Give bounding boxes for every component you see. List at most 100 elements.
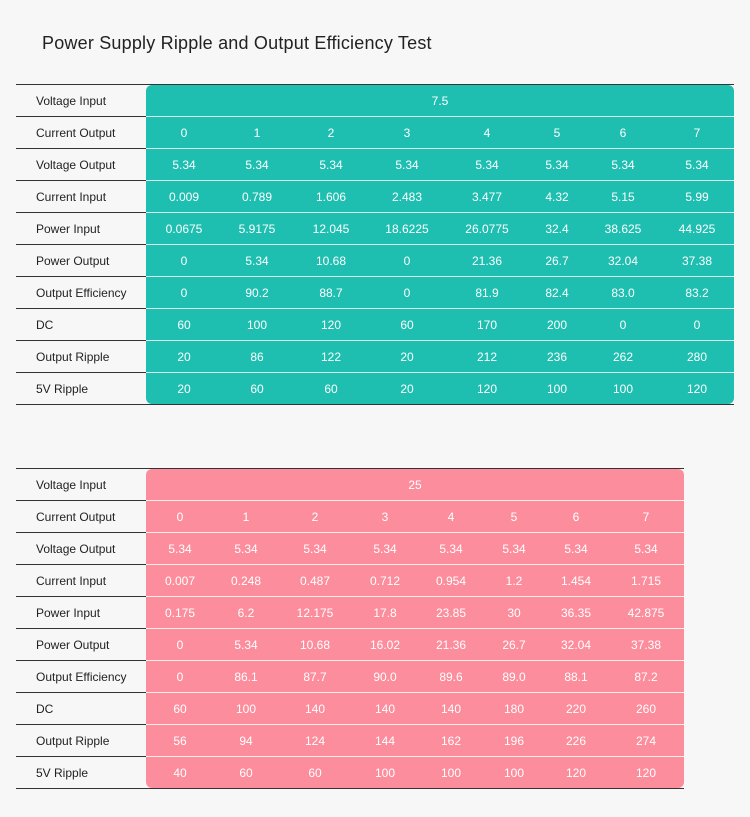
cell-value: 2.483 [391, 190, 423, 204]
cell-value: 140 [440, 702, 462, 716]
cell-value: 120 [476, 382, 498, 396]
cell-value: 5.34 [395, 158, 419, 172]
cell-value: 60 [400, 318, 414, 332]
cell-value: 23.85 [435, 606, 467, 620]
cell-value: 5 [553, 126, 561, 140]
cell-value: 140 [374, 702, 396, 716]
cell-value: 1.606 [315, 190, 347, 204]
row-label: Voltage Output [36, 542, 116, 556]
cell-value: 1.715 [630, 574, 662, 588]
cell-value: 0 [403, 254, 411, 268]
cell-value: 82.4 [545, 286, 569, 300]
cell-value: 0.954 [435, 574, 467, 588]
cell-rule [146, 180, 734, 181]
cell-value: 20 [400, 350, 414, 364]
cell-value: 120 [320, 318, 342, 332]
cell-value: 100 [546, 382, 568, 396]
cell-value: 262 [612, 350, 634, 364]
cell-value: 86 [250, 350, 264, 364]
cell-value: 12.045 [312, 222, 350, 236]
cell-value: 17.8 [373, 606, 397, 620]
cell-value: 0.0675 [165, 222, 203, 236]
cell-value: 120 [565, 766, 587, 780]
cell-value: 0 [693, 318, 701, 332]
cell-value: 20 [177, 382, 191, 396]
cell-value: 0 [176, 510, 184, 524]
row-label: Current Input [36, 574, 107, 588]
cell-value: 81.9 [475, 286, 499, 300]
cell-value: 5.34 [234, 542, 258, 556]
cell-value: 5.34 [545, 158, 569, 172]
row-label: 5V Ripple [36, 766, 89, 780]
cell-value: 5.34 [245, 158, 269, 172]
cell-value: 87.2 [634, 670, 658, 684]
cell-value: 32.04 [607, 254, 639, 268]
cell-value: 1.2 [505, 574, 523, 588]
row-rule [16, 404, 734, 405]
row-label: Output Efficiency [36, 286, 127, 300]
cell-value: 196 [503, 734, 525, 748]
row-label: Output Efficiency [36, 670, 127, 684]
cell-value: 274 [635, 734, 657, 748]
cell-value: 5.9175 [238, 222, 276, 236]
row-label: Power Output [36, 254, 110, 268]
cell-value: 0.009 [168, 190, 200, 204]
cell-value: 20 [400, 382, 414, 396]
cell-value: 4 [483, 126, 491, 140]
cell-value: 42.875 [627, 606, 665, 620]
title: Power Supply Ripple and Output Efficienc… [42, 33, 432, 53]
cell-value: 6 [619, 126, 627, 140]
cell-value: 180 [503, 702, 525, 716]
cell-value: 280 [686, 350, 708, 364]
row-label: Current Output [36, 510, 116, 524]
row-rule [16, 468, 684, 469]
cell-value: 26.0775 [465, 222, 509, 236]
cell-value: 3 [381, 510, 389, 524]
cell-value: 5.34 [439, 542, 463, 556]
cell-rule [146, 724, 684, 725]
cell-rule [146, 244, 734, 245]
row-label: DC [36, 702, 54, 716]
cell-value: 6 [572, 510, 580, 524]
row-label: Power Output [36, 638, 110, 652]
cell-value: 100 [440, 766, 462, 780]
cell-value: 0 [619, 318, 627, 332]
cell-value: 0 [180, 126, 188, 140]
cell-value: 1 [242, 510, 250, 524]
cell-value: 100 [374, 766, 396, 780]
cell-value: 83.0 [611, 286, 635, 300]
cell-value: 30 [507, 606, 521, 620]
cell-value: 89.6 [439, 670, 463, 684]
cell-value: 226 [565, 734, 587, 748]
cell-value: 100 [246, 318, 268, 332]
cell-value: 100 [503, 766, 525, 780]
cell-rule [146, 628, 684, 629]
cell-value: 32.04 [560, 638, 592, 652]
cell-value: 0.175 [164, 606, 196, 620]
cell-value: 5.34 [502, 542, 526, 556]
cell-value: 5.34 [634, 542, 658, 556]
cell-value: 36.35 [560, 606, 592, 620]
cell-value: 89.0 [502, 670, 526, 684]
cell-value: 21.36 [435, 638, 467, 652]
row-label: Voltage Output [36, 158, 116, 172]
cell-value: 60 [324, 382, 338, 396]
cell-rule [146, 756, 684, 757]
cell-value: 94 [239, 734, 253, 748]
cell-value: 40 [173, 766, 187, 780]
cell-value: 5.34 [303, 542, 327, 556]
cell-value: 37.38 [630, 638, 662, 652]
cell-value: 37.38 [681, 254, 713, 268]
cell-value: 32.4 [545, 222, 569, 236]
cell-value: 88.7 [319, 286, 343, 300]
cell-value: 5.34 [475, 158, 499, 172]
row-label: Voltage Input [36, 94, 107, 108]
cell-value: 122 [320, 350, 342, 364]
cell-value: 5.34 [234, 638, 258, 652]
cell-value: 7 [693, 126, 701, 140]
cell-rule [146, 308, 734, 309]
cell-rule [146, 500, 684, 501]
cell-value: 100 [235, 702, 257, 716]
cell-value: 86.1 [234, 670, 258, 684]
